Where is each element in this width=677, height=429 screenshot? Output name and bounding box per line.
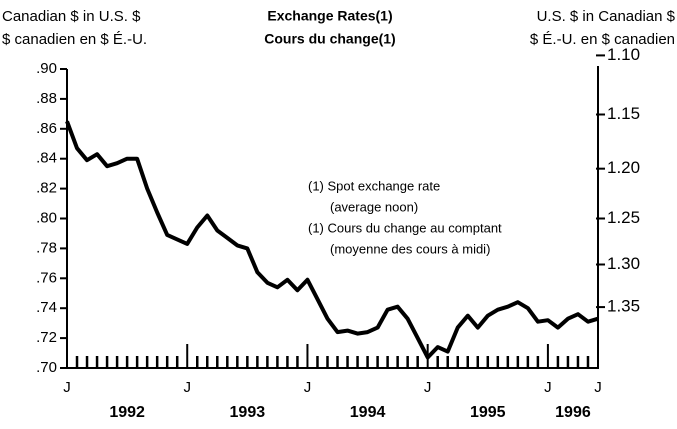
data-line xyxy=(65,120,599,360)
y-tick-label: .82 xyxy=(36,180,57,197)
x-tick-label: J xyxy=(63,379,71,396)
x-tick-label: J xyxy=(424,379,432,396)
y-tick-label: .72 xyxy=(36,329,57,346)
x-tick-label: J xyxy=(594,379,602,396)
year-label: 1992 xyxy=(109,404,145,421)
year-label: 1996 xyxy=(555,404,591,421)
year-label: 1994 xyxy=(350,404,386,421)
y2-tick-label: 1.10 xyxy=(607,45,640,64)
y-tick-label: .86 xyxy=(36,120,57,137)
y-label: Canadian $ in U.S. $ xyxy=(2,8,141,25)
y2-tick-label: 1.30 xyxy=(607,254,640,273)
y2-label: U.S. $ in Canadian $ xyxy=(537,8,676,25)
y2-tick-label: 1.20 xyxy=(607,158,640,177)
x-tick-label: J xyxy=(183,379,191,396)
y2-tick-label: 1.35 xyxy=(607,297,640,316)
y-tick-label: .80 xyxy=(36,209,57,226)
note: (1) Spot exchange rate xyxy=(308,178,440,193)
y-tick-label: .76 xyxy=(36,269,57,286)
y-tick-label: .78 xyxy=(36,239,57,256)
y-tick-label: .70 xyxy=(36,359,57,376)
note: (1) Cours du change au comptant xyxy=(308,220,502,235)
x-tick-label: J xyxy=(544,379,552,396)
y2-label: $ É.-U. en $ canadien xyxy=(530,31,675,48)
y-tick-label: .88 xyxy=(36,90,57,107)
year-label: 1995 xyxy=(470,404,506,421)
y2-tick-label: 1.25 xyxy=(607,208,640,227)
note: (moyenne des cours à midi) xyxy=(330,241,490,256)
chart-title: Exchange Rates(1) xyxy=(267,8,392,24)
x-tick-label: J xyxy=(304,379,312,396)
chart-title: Cours du change(1) xyxy=(264,31,395,47)
note: (average noon) xyxy=(330,199,418,214)
year-label: 1993 xyxy=(230,404,266,421)
y-tick-label: .90 xyxy=(36,60,57,77)
y-tick-label: .84 xyxy=(36,150,57,167)
y-label: $ canadien en $ É.-U. xyxy=(2,31,147,48)
y-tick-label: .74 xyxy=(36,299,57,316)
y2-tick-label: 1.15 xyxy=(607,104,640,123)
